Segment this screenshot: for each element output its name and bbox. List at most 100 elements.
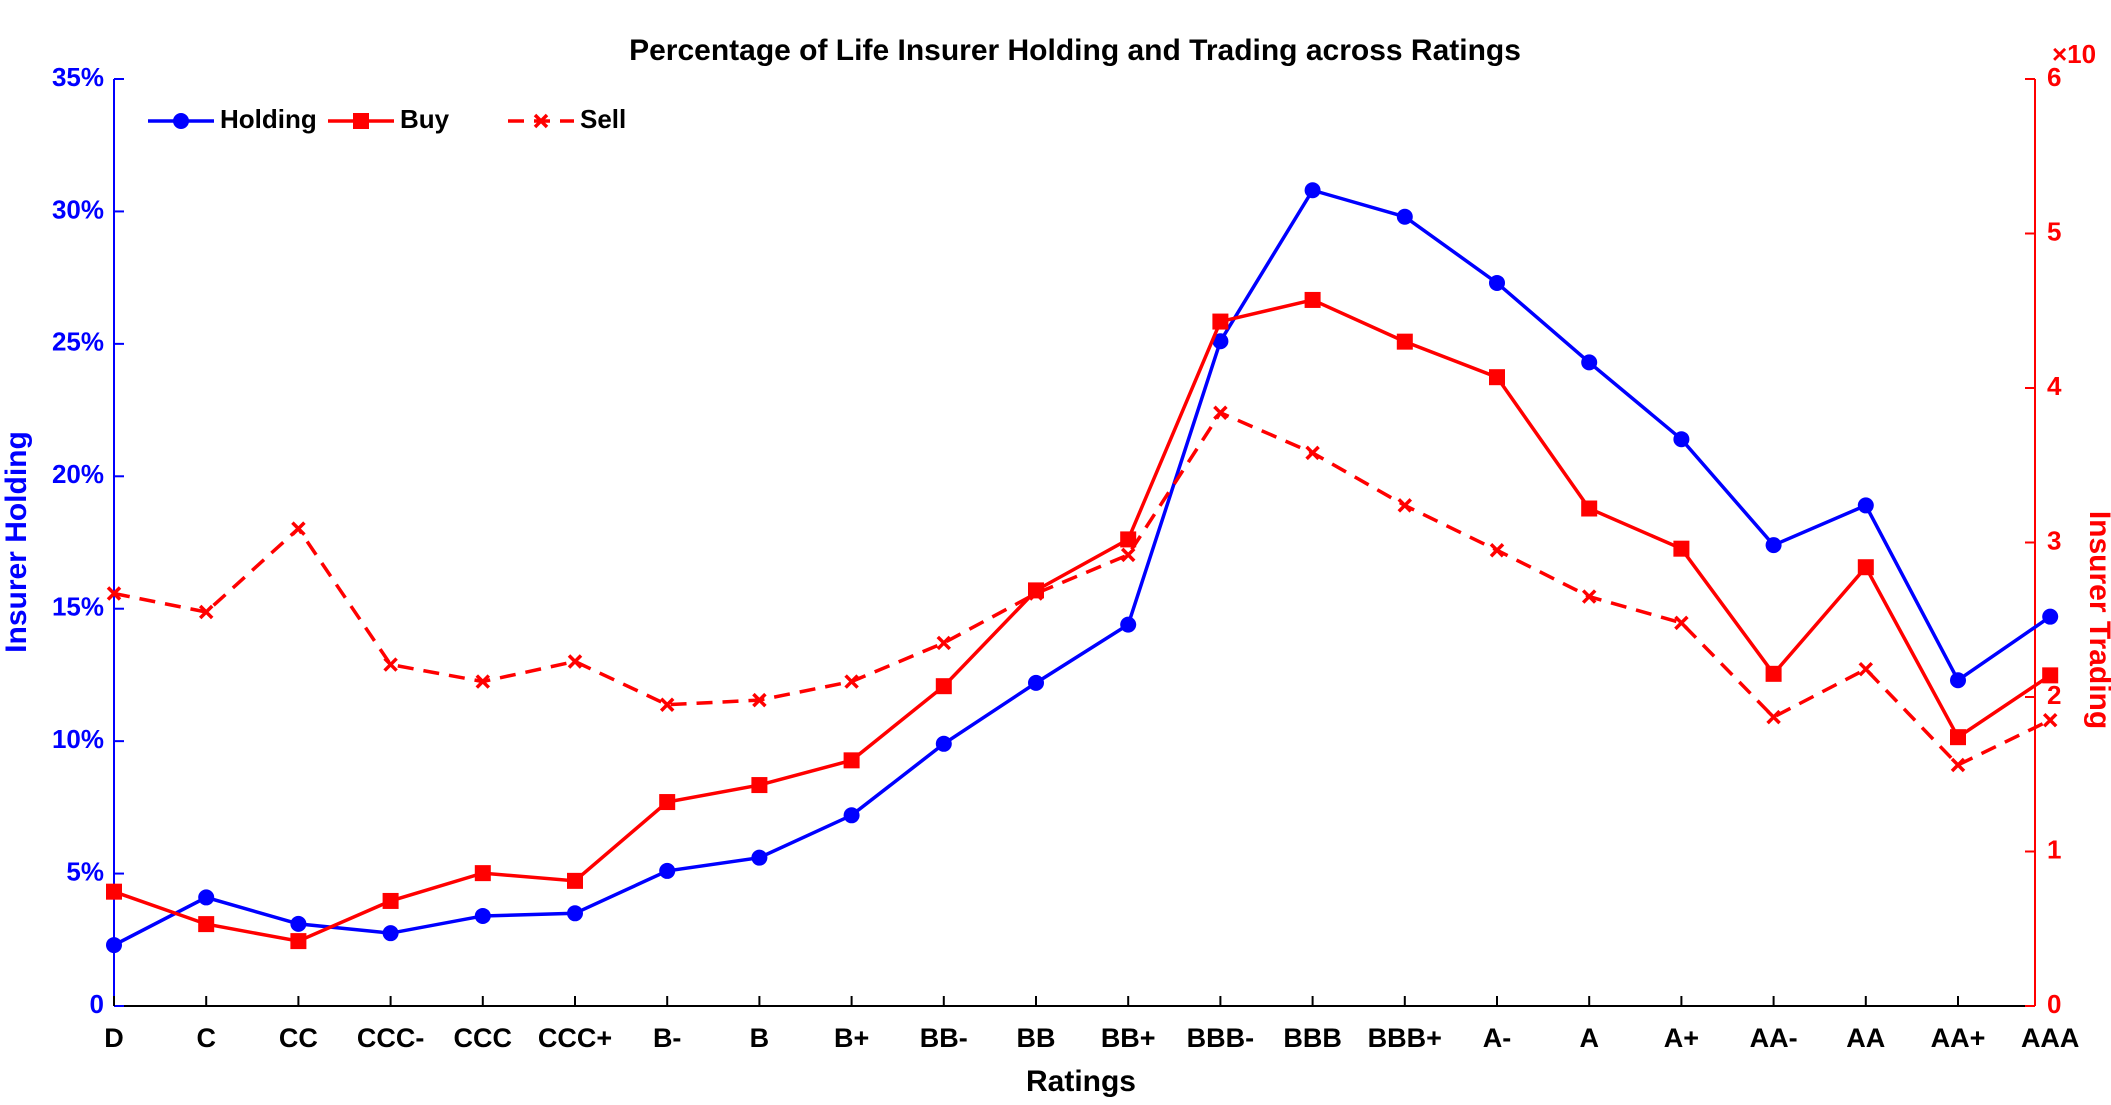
point [659, 697, 675, 712]
x-tick-label: C [196, 1023, 216, 1053]
point [1950, 729, 1966, 746]
x-tick-label: AA- [1750, 1023, 1798, 1053]
point [1950, 672, 1966, 689]
x-tick-label: BB- [920, 1023, 968, 1053]
y2-axis-label: Insurer Trading [2083, 511, 2111, 729]
point [1028, 582, 1044, 599]
y-tick-label: 30% [52, 194, 104, 224]
y-tick-label: 35% [52, 62, 104, 92]
y-tick-label: 5% [66, 856, 104, 886]
point [567, 872, 583, 889]
point [2042, 608, 2059, 625]
point [474, 865, 491, 882]
point [1213, 405, 1228, 420]
point [106, 937, 122, 954]
y-tick-label: 25% [52, 327, 104, 357]
legend-label: Buy [400, 104, 450, 134]
y2-tick-label: 2 [2047, 680, 2061, 710]
point [936, 635, 952, 651]
x-tick-label: B [750, 1023, 770, 1053]
x-tick-label: BB+ [1101, 1023, 1156, 1053]
x-tick-label: A+ [1664, 1023, 1699, 1053]
point [106, 883, 122, 900]
point [1858, 661, 1874, 677]
point [1766, 709, 1781, 725]
x-tick-label: BB [1017, 1023, 1056, 1053]
point [106, 586, 122, 601]
point [2042, 667, 2059, 684]
point [752, 692, 767, 708]
point [843, 807, 860, 824]
x-tick-label: BBB [1283, 1023, 1342, 1053]
point [1581, 500, 1598, 517]
series-line [113, 410, 2051, 768]
point [1489, 274, 1505, 291]
point [1304, 291, 1321, 308]
point [1489, 542, 1505, 558]
y-tick-label: 20% [52, 459, 104, 489]
x-tick-label: D [104, 1023, 124, 1053]
point [567, 654, 583, 669]
point [291, 521, 306, 536]
point [1396, 333, 1413, 350]
series-line [113, 188, 2052, 947]
x-tick-label: CC [279, 1023, 318, 1053]
point [659, 794, 676, 811]
y-tick-label: 10% [52, 724, 104, 754]
x-tick-label: A [1579, 1023, 1599, 1053]
legend-label: Sell [580, 104, 626, 134]
point [1120, 531, 1137, 548]
y2-tick-label: 0 [2047, 989, 2061, 1019]
point [1857, 497, 1874, 514]
legend-marker [173, 113, 189, 129]
chart-title: Percentage of Life Insurer Holding and T… [629, 34, 1521, 67]
point [290, 915, 307, 932]
y2-tick-label: 4 [2047, 371, 2062, 401]
point [1120, 547, 1136, 563]
point [567, 905, 583, 922]
point [1304, 182, 1321, 199]
point [1305, 445, 1320, 461]
point [751, 777, 768, 794]
x-axis-label: Ratings [1026, 1065, 1136, 1098]
x-tick-label: AAA [2021, 1023, 2080, 1053]
point [1950, 757, 1966, 773]
point [474, 907, 491, 924]
point [935, 735, 952, 752]
point [198, 604, 214, 620]
legend-label: Holding [220, 104, 317, 134]
point [1212, 333, 1229, 350]
point [1673, 540, 1690, 557]
point [1396, 208, 1413, 225]
point [1397, 498, 1413, 513]
point [1028, 586, 1044, 601]
point [1581, 354, 1598, 371]
y2-tick-label: 6 [2047, 62, 2061, 92]
point [1765, 665, 1782, 682]
x-tick-label: B- [653, 1023, 682, 1053]
x-tick-label: CCC+ [538, 1023, 612, 1053]
y2-multiplier: ×10 [2052, 39, 2096, 69]
point [1120, 616, 1137, 633]
point [475, 674, 491, 689]
y2-tick-label: 3 [2047, 525, 2061, 555]
point [382, 892, 399, 909]
x-tick-label: BBB+ [1368, 1023, 1442, 1053]
y2-tick-label: 5 [2047, 216, 2061, 246]
point [383, 657, 398, 672]
point [2042, 712, 2058, 728]
point [843, 752, 860, 769]
legend-marker [533, 113, 549, 129]
y-tick-label: 0 [90, 989, 104, 1019]
x-tick-label: CCC [454, 1023, 513, 1053]
point [1857, 559, 1874, 576]
x-tick-label: B+ [834, 1023, 869, 1053]
point [1212, 313, 1229, 330]
y2-tick-label: 1 [2047, 834, 2061, 864]
point [382, 925, 399, 942]
x-tick-label: BBB- [1187, 1023, 1255, 1053]
point [1581, 589, 1597, 604]
legend-marker [353, 113, 369, 129]
series-line [113, 298, 2052, 943]
point [1765, 537, 1782, 554]
